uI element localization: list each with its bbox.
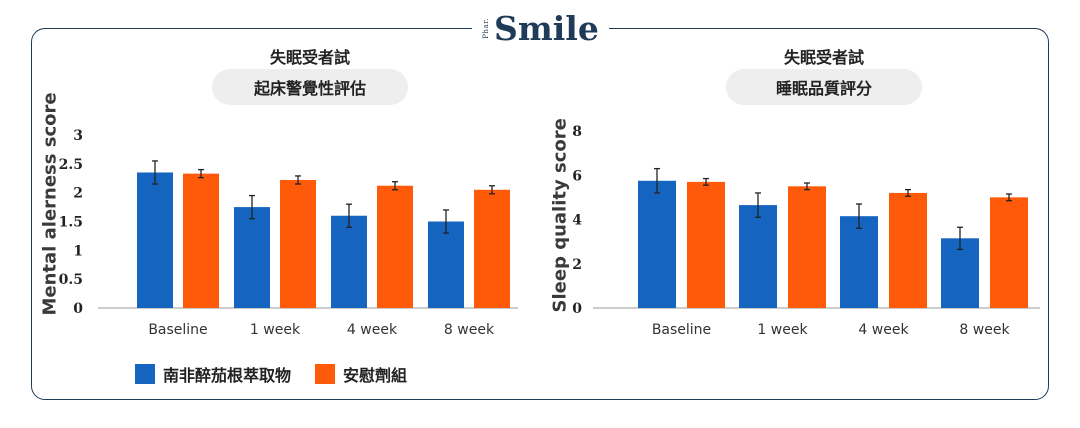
brand-name: Smile <box>494 8 599 48</box>
right-y-tick-label: 6 <box>572 168 582 184</box>
left-x-tick-label: 4 week <box>347 322 398 338</box>
left-bar-placebo <box>377 185 413 308</box>
legend-swatch-placebo <box>315 364 336 384</box>
legend-item-placebo: 安慰劑組 <box>315 362 407 386</box>
right-y-tick-label: 0 <box>572 301 582 317</box>
left-y-tick-label: 2 <box>73 186 83 202</box>
left-y-tick-label: 1 <box>73 243 83 259</box>
legend-label-treatment: 南非醉茄根萃取物 <box>163 366 292 385</box>
left-y-tick-label: 2.5 <box>59 157 83 173</box>
left-chart-subtitle: 起床警覺性評估 <box>212 69 408 105</box>
legend: 南非醉茄根萃取物 安慰劑組 <box>135 362 421 386</box>
right-x-tick-label: 8 week <box>959 322 1010 338</box>
left-bar-treatment <box>137 172 173 308</box>
right-bar-treatment <box>638 180 676 308</box>
right-chart-subtitle: 睡眠品質評分 <box>726 69 922 105</box>
right-chart-title: 失眠受者試 <box>783 48 864 67</box>
right-bar-treatment <box>739 205 777 308</box>
right-bar-placebo <box>990 197 1028 308</box>
left-bar-placebo <box>280 179 316 308</box>
right-y-tick-label: 8 <box>572 124 582 140</box>
right-y-tick-label: 2 <box>572 257 582 273</box>
left-y-tick-label: 1.5 <box>59 215 83 231</box>
right-x-tick-label: 1 week <box>757 322 808 338</box>
left-chart-title: 失眠受者試 <box>269 48 350 67</box>
left-bar-placebo <box>183 173 219 308</box>
left-bar-treatment <box>331 215 367 308</box>
left-bar-placebo <box>474 189 510 308</box>
right-x-tick-label: Baseline <box>652 322 711 338</box>
left-bar-treatment <box>428 221 464 308</box>
left-x-tick-label: 8 week <box>444 322 495 338</box>
brand-logo: Phar. Smile <box>472 8 609 48</box>
left-y-tick-label: 0.5 <box>59 272 83 288</box>
right-bar-placebo <box>687 181 725 308</box>
left-x-tick-label: 1 week <box>250 322 301 338</box>
legend-item-treatment: 南非醉茄根萃取物 <box>135 362 291 386</box>
right-y-tick-label: 4 <box>572 213 582 229</box>
right-bar-placebo <box>889 192 927 308</box>
left-bar-treatment <box>234 207 270 308</box>
legend-swatch-treatment <box>135 364 155 384</box>
left-y-tick-label: 0 <box>73 301 83 317</box>
legend-label-placebo: 安慰劑組 <box>343 366 408 385</box>
left-y-tick-label: 3 <box>73 128 83 144</box>
right-bar-placebo <box>788 186 826 308</box>
right-x-tick-label: 4 week <box>858 322 909 338</box>
right-bar-treatment <box>840 216 878 308</box>
left-x-tick-label: Baseline <box>148 322 207 338</box>
